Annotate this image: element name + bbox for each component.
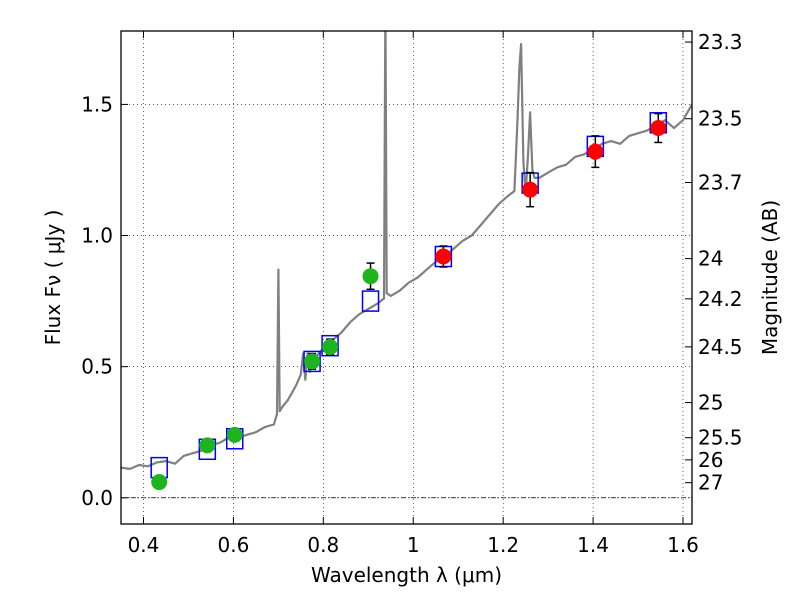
mag-tick-label: 25 xyxy=(698,391,723,415)
x-tick-label: 1.2 xyxy=(487,533,519,557)
mag-tick-label: 23.7 xyxy=(698,171,743,195)
optical-point xyxy=(151,474,168,491)
model-photometry-square xyxy=(321,334,339,357)
spectrum-layer xyxy=(121,31,692,470)
nir-point xyxy=(587,143,604,160)
x-tick-label: 1 xyxy=(407,533,420,557)
mag-tick-label: 24.5 xyxy=(698,335,743,359)
axis-ticks: 0.4 0.6 0.8 1 1.2 1.4 1.6 0.0 0.5 1.0 1.5 23.3 23.5 2… xyxy=(81,30,742,557)
model-photometry-layer xyxy=(150,112,668,479)
model-photometry-square xyxy=(361,290,380,312)
nir-point xyxy=(650,120,667,137)
x-axis-label: Wavelength λ (μm) xyxy=(311,563,502,587)
mag-tick-label: 23.5 xyxy=(698,107,743,131)
optical-point xyxy=(199,437,216,454)
nir-point xyxy=(435,248,452,265)
mag-tick-label: 25.5 xyxy=(698,426,743,450)
mag-tick-label: 24.2 xyxy=(698,287,743,311)
y-tick-label: 0.5 xyxy=(81,355,113,379)
mag-tick-label: 26 xyxy=(698,448,723,472)
y-tick-label: 1.0 xyxy=(81,224,113,248)
y-tick-label: 0.0 xyxy=(81,486,113,510)
x-tick-label: 0.4 xyxy=(128,533,160,557)
y-tick-label: 1.5 xyxy=(81,92,113,116)
x-tick-label: 1.4 xyxy=(577,533,609,557)
mag-tick-label: 27 xyxy=(698,471,723,495)
spectrum-line xyxy=(121,31,692,470)
optical-point xyxy=(362,268,379,285)
optical-point xyxy=(226,426,243,443)
x-tick-label: 0.6 xyxy=(217,533,249,557)
optical-point xyxy=(304,353,321,370)
observation-layer xyxy=(151,112,667,491)
x-tick-label: 1.6 xyxy=(667,533,699,557)
x-tick-label: 0.8 xyxy=(307,533,339,557)
right-y-axis-label: Magnitude (AB) xyxy=(758,200,782,355)
optical-point xyxy=(322,338,339,355)
mag-tick-label: 24 xyxy=(698,247,723,271)
mag-tick-label: 23.3 xyxy=(698,30,743,54)
nir-point xyxy=(522,181,539,198)
plot-frame xyxy=(120,30,693,525)
y-axis-label: Flux Fν ( μJy ) xyxy=(41,210,65,346)
